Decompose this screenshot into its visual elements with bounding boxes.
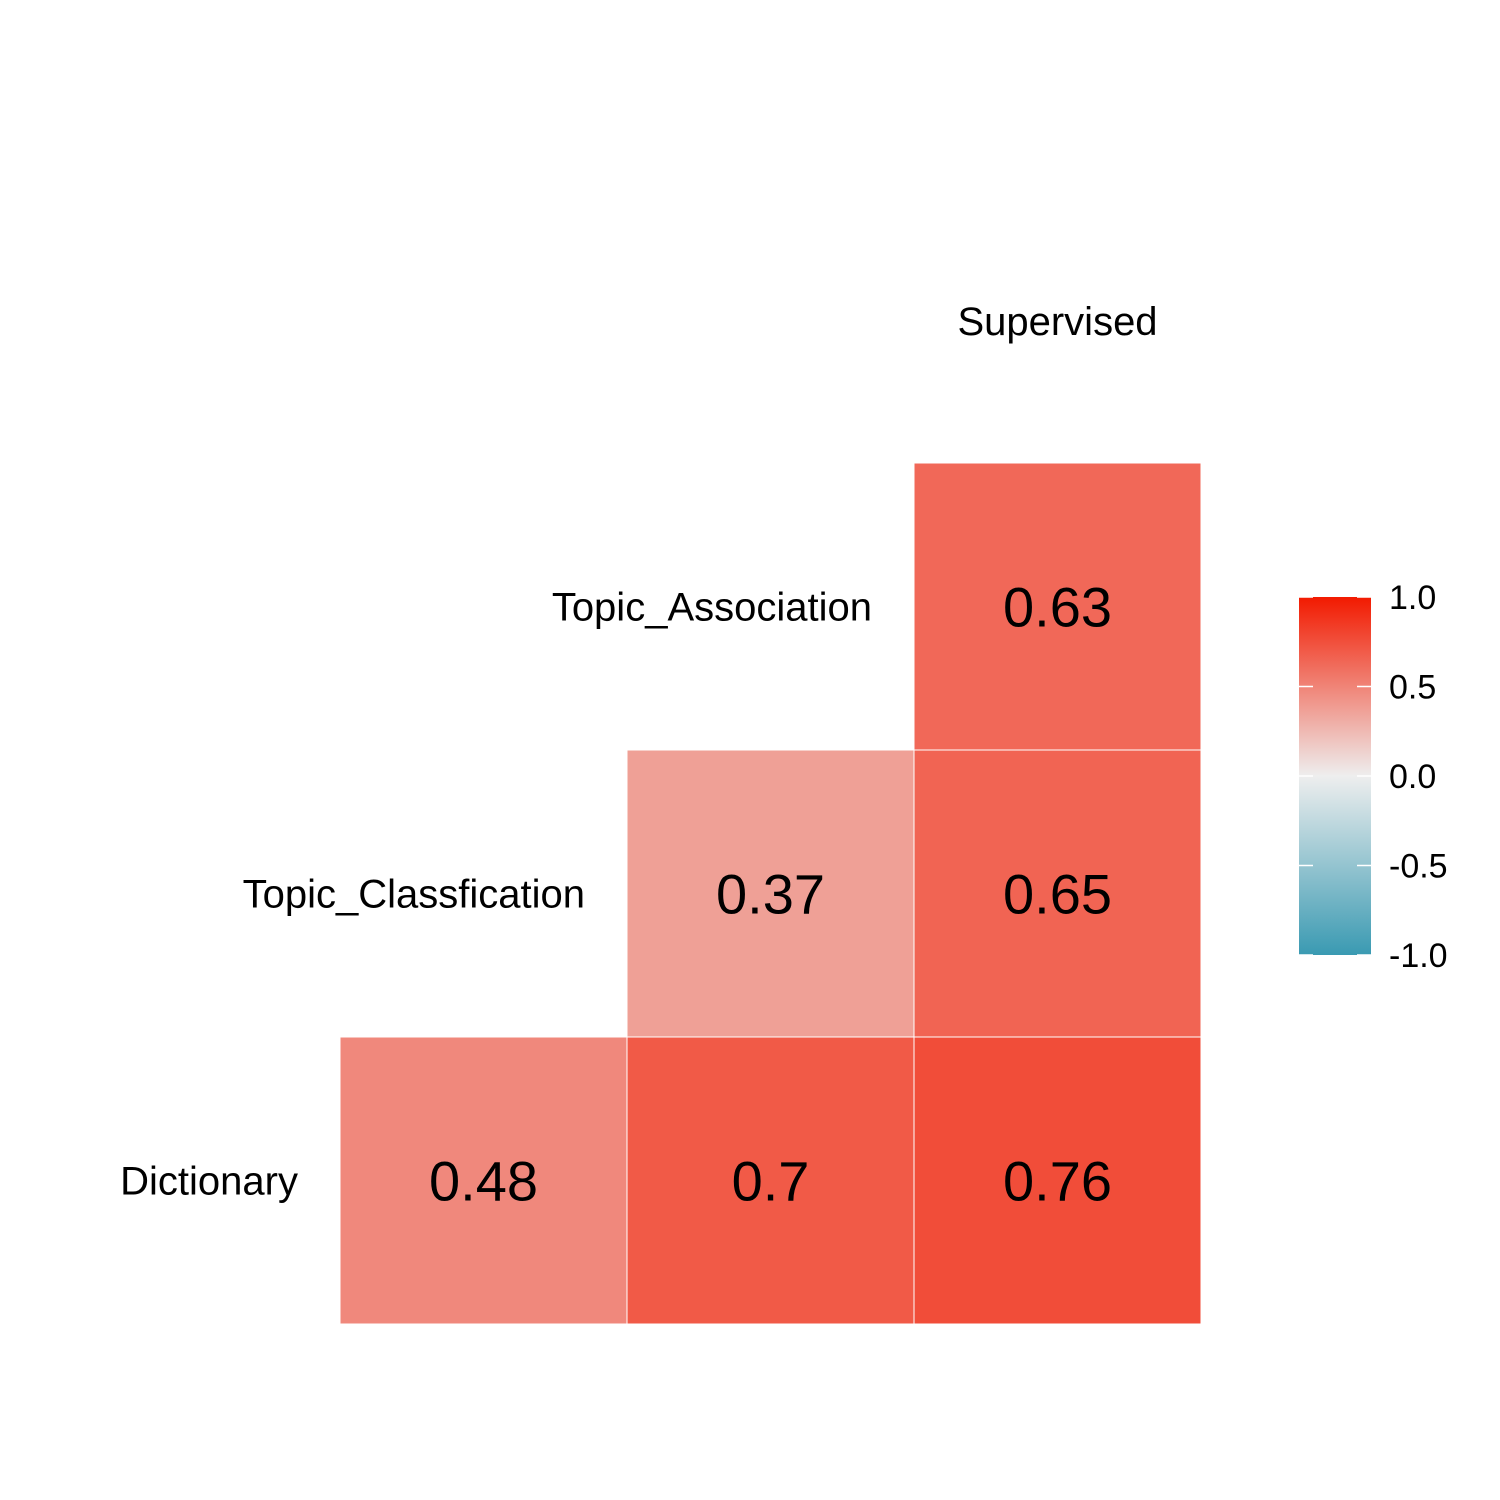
heatmap-cell-labels: 0.48 0.7 0.76 0.37 0.65 0.63 <box>429 576 1112 1213</box>
heatmap-cell-topic-classfication-topic-association <box>626 749 915 1038</box>
cell-value-label: 0.65 <box>1003 863 1112 926</box>
legend-tick-label: -1.0 <box>1389 937 1448 975</box>
legend-tick-label: 0.5 <box>1389 669 1436 707</box>
variable-label-dictionary: Dictionary <box>120 1160 298 1204</box>
heatmap-cell-topic-association-supervised <box>913 462 1202 751</box>
cell-value-label: 0.7 <box>732 1150 810 1213</box>
heatmap-cell-dictionary-topic-association <box>626 1036 915 1325</box>
cell-value-label: 0.76 <box>1003 1150 1112 1213</box>
cell-value-label: 0.63 <box>1003 576 1112 639</box>
cell-value-label: 0.48 <box>429 1150 538 1213</box>
variable-label-supervised: Supervised <box>957 300 1157 344</box>
heatmap-cell-topic-classfication-supervised <box>913 749 1202 1038</box>
heatmap-cells <box>339 462 1202 1325</box>
heatmap-cell-dictionary-topic-classfication <box>339 1036 628 1325</box>
color-legend: 1.0 0.5 0.0 -0.5 -1.0 <box>1299 579 1448 975</box>
variable-labels: Dictionary Topic_Classfication Topic_Assoc… <box>120 300 1157 1204</box>
legend-tick-label: 0.0 <box>1389 758 1436 796</box>
legend-tick-label: 1.0 <box>1389 579 1436 617</box>
legend-tick-label: -0.5 <box>1389 848 1448 886</box>
variable-label-topic-classfication: Topic_Classfication <box>243 873 585 917</box>
variable-label-topic-association: Topic_Association <box>552 586 872 630</box>
cell-value-label: 0.37 <box>716 863 825 926</box>
